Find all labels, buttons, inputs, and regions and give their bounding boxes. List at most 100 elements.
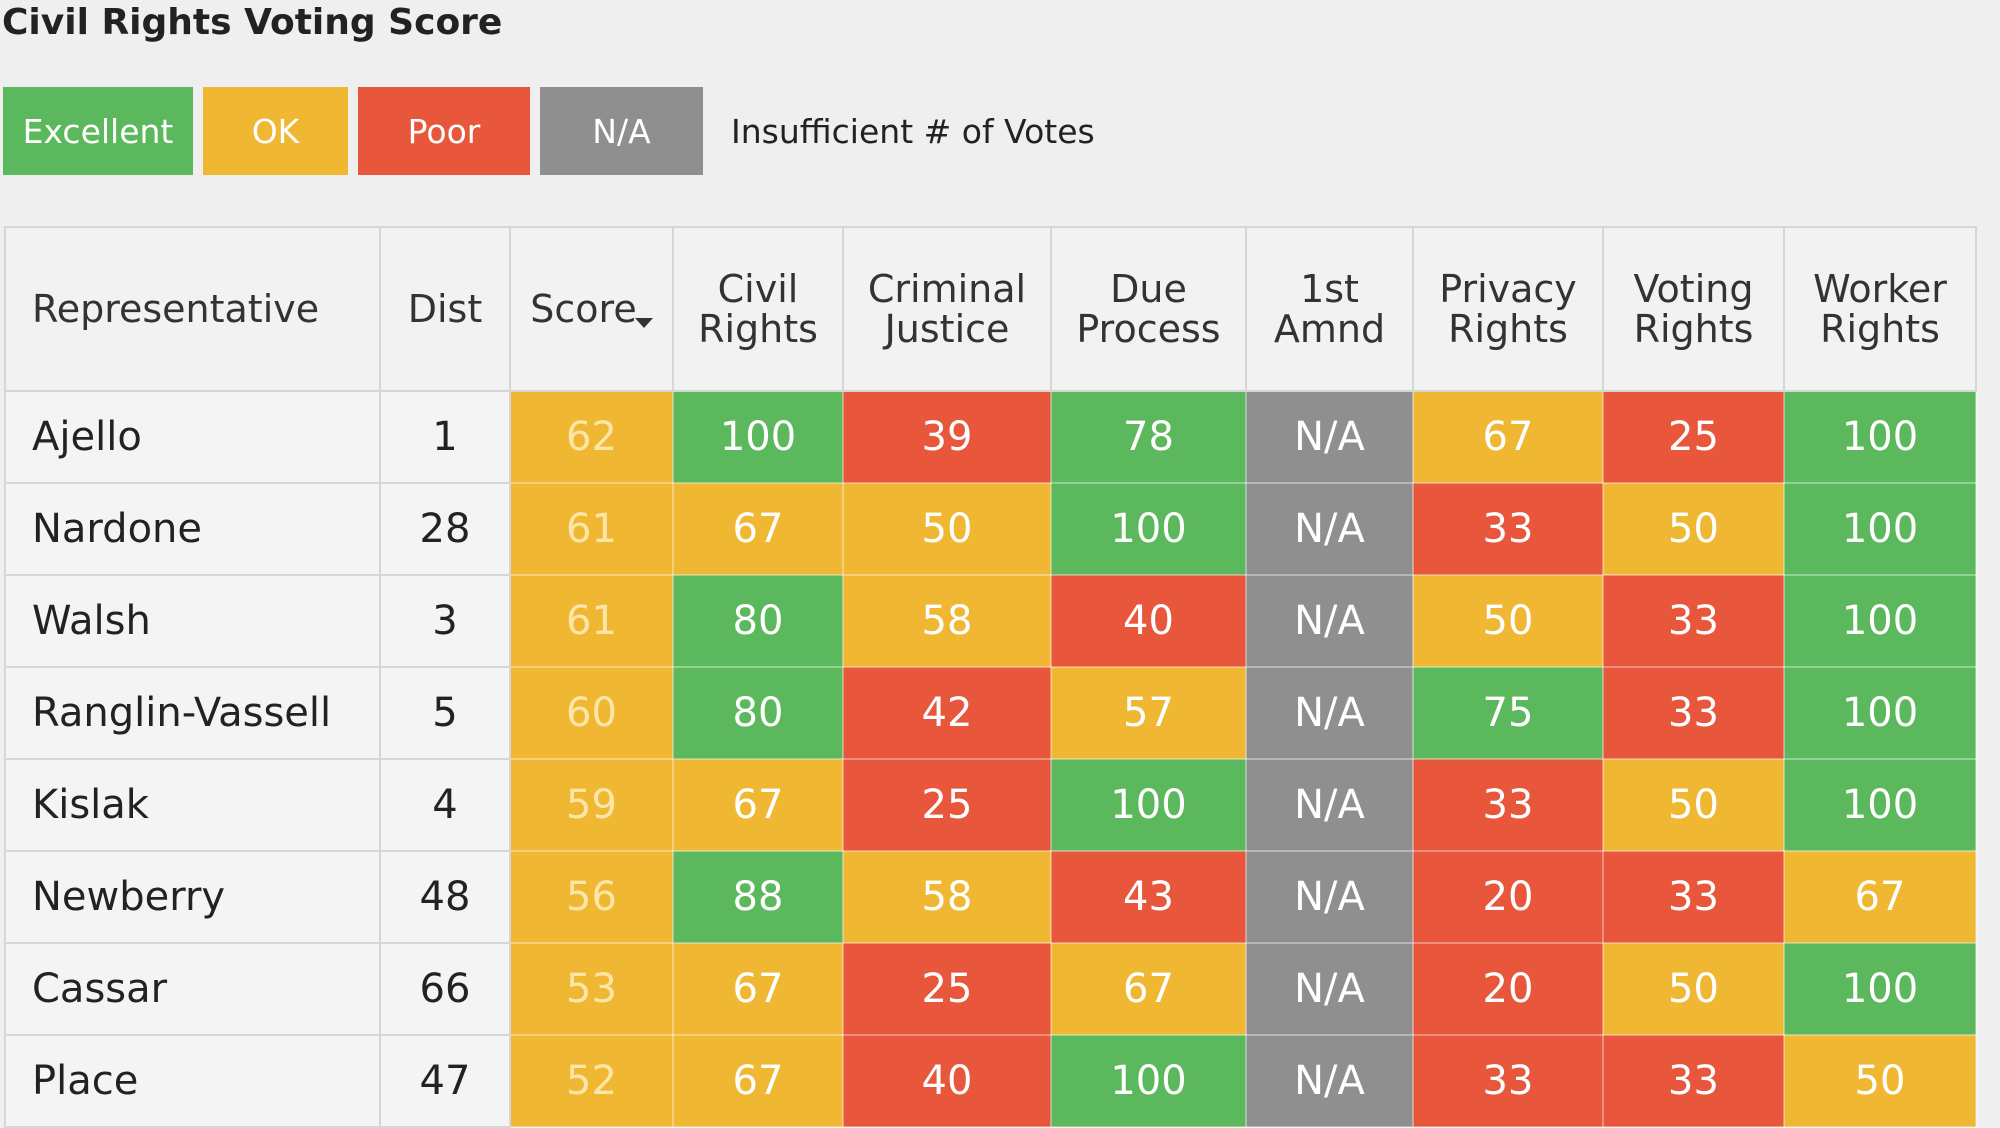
score-cell: 25 — [842, 942, 1052, 1036]
score-cell: 60 — [509, 666, 674, 760]
column-header: Civil Rights — [672, 226, 844, 392]
score-cell: 67 — [672, 758, 844, 852]
column-header[interactable]: Score — [509, 226, 674, 392]
score-cell: 33 — [1412, 1034, 1604, 1128]
table-row: Newberry 48 56 88 58 43 N/A 20 33 67 — [4, 850, 1977, 944]
header-text: Score — [530, 287, 637, 331]
representative-cell: Ranglin-Vassell — [4, 666, 381, 760]
district-cell: 28 — [379, 482, 511, 576]
header-text: Representative — [32, 287, 320, 331]
header-text: Privacy Rights — [1439, 267, 1577, 351]
score-cell: 33 — [1602, 574, 1785, 668]
score-cell: 100 — [1783, 758, 1977, 852]
legend: Excellent OK Poor N/A Insufficient # of … — [3, 87, 1095, 175]
representative-cell: Kislak — [4, 758, 381, 852]
column-header: Worker Rights — [1783, 226, 1977, 392]
score-cell: 43 — [1050, 850, 1247, 944]
score-cell: N/A — [1245, 574, 1414, 668]
district-cell: 1 — [379, 390, 511, 484]
score-cell: 50 — [842, 482, 1052, 576]
score-cell: 58 — [842, 850, 1052, 944]
column-header: Criminal Justice — [842, 226, 1052, 392]
district-cell: 66 — [379, 942, 511, 1036]
score-cell: 100 — [1783, 390, 1977, 484]
score-cell: 100 — [1050, 758, 1247, 852]
header-text: Dist — [407, 287, 483, 331]
score-cell: 58 — [842, 574, 1052, 668]
score-cell: N/A — [1245, 942, 1414, 1036]
score-cell: 100 — [1783, 942, 1977, 1036]
district-cell: 5 — [379, 666, 511, 760]
score-cell: N/A — [1245, 850, 1414, 944]
score-cell: 33 — [1412, 482, 1604, 576]
representative-cell: Nardone — [4, 482, 381, 576]
representative-cell: Cassar — [4, 942, 381, 1036]
score-cell: 100 — [1783, 574, 1977, 668]
score-cell: 20 — [1412, 850, 1604, 944]
district-cell: 4 — [379, 758, 511, 852]
header-text: Criminal Justice — [867, 267, 1027, 351]
column-header: Due Process — [1050, 226, 1247, 392]
score-cell: 39 — [842, 390, 1052, 484]
column-header: Voting Rights — [1602, 226, 1785, 392]
score-cell: 53 — [509, 942, 674, 1036]
score-cell: 33 — [1602, 850, 1785, 944]
district-cell: 47 — [379, 1034, 511, 1128]
score-cell: 50 — [1783, 1034, 1977, 1128]
table-row: Nardone 28 61 67 50 100 N/A 33 50 100 — [4, 482, 1977, 576]
score-cell: 20 — [1412, 942, 1604, 1036]
score-cell: 78 — [1050, 390, 1247, 484]
header-text: Voting Rights — [1633, 267, 1754, 351]
score-cell: 100 — [1783, 482, 1977, 576]
score-cell: 42 — [842, 666, 1052, 760]
score-cell: 57 — [1050, 666, 1247, 760]
score-cell: 67 — [672, 1034, 844, 1128]
score-cell: 59 — [509, 758, 674, 852]
score-cell: N/A — [1245, 666, 1414, 760]
legend-note: Insufficient # of Votes — [731, 111, 1095, 151]
header-text: Civil Rights — [698, 267, 818, 351]
score-cell: 80 — [672, 666, 844, 760]
score-cell: N/A — [1245, 1034, 1414, 1128]
score-cell: 40 — [1050, 574, 1247, 668]
score-cell: 75 — [1412, 666, 1604, 760]
table-row: Kislak 4 59 67 25 100 N/A 33 50 100 — [4, 758, 1977, 852]
representative-cell: Place — [4, 1034, 381, 1128]
table-row: Place 47 52 67 40 100 N/A 33 33 50 — [4, 1034, 1977, 1128]
score-cell: 25 — [1602, 390, 1785, 484]
score-cell: 67 — [672, 942, 844, 1036]
score-table: Representative Dist Score Civil Rights Crimi… — [4, 226, 1977, 1128]
score-cell: 33 — [1602, 1034, 1785, 1128]
score-cell: 40 — [842, 1034, 1052, 1128]
representative-cell: Newberry — [4, 850, 381, 944]
score-cell: 52 — [509, 1034, 674, 1128]
score-cell: 33 — [1412, 758, 1604, 852]
score-cell: 61 — [509, 482, 674, 576]
header-text: Due Process — [1076, 267, 1221, 351]
score-cell: 50 — [1602, 942, 1785, 1036]
district-cell: 48 — [379, 850, 511, 944]
legend-item: Excellent — [3, 87, 193, 175]
score-cell: 50 — [1602, 482, 1785, 576]
score-cell: 67 — [1050, 942, 1247, 1036]
column-header: Representative — [4, 226, 381, 392]
score-cell: 62 — [509, 390, 674, 484]
score-cell: 61 — [509, 574, 674, 668]
table-row: Ajello 1 62 100 39 78 N/A 67 25 100 — [4, 390, 1977, 484]
score-cell: 33 — [1602, 666, 1785, 760]
table-row: Walsh 3 61 80 58 40 N/A 50 33 100 — [4, 574, 1977, 668]
score-cell: 50 — [1602, 758, 1785, 852]
score-cell: 25 — [842, 758, 1052, 852]
column-header: Privacy Rights — [1412, 226, 1604, 392]
score-cell: 88 — [672, 850, 844, 944]
score-cell: 67 — [1783, 850, 1977, 944]
column-header: Dist — [379, 226, 511, 392]
score-cell: 100 — [1783, 666, 1977, 760]
score-cell: 67 — [1412, 390, 1604, 484]
page-title: Civil Rights Voting Score — [2, 2, 503, 43]
table-body: Ajello 1 62 100 39 78 N/A 67 25 100 Nardone 28 61 67 5… — [4, 390, 1977, 1128]
score-cell: 100 — [1050, 482, 1247, 576]
score-cell: N/A — [1245, 758, 1414, 852]
